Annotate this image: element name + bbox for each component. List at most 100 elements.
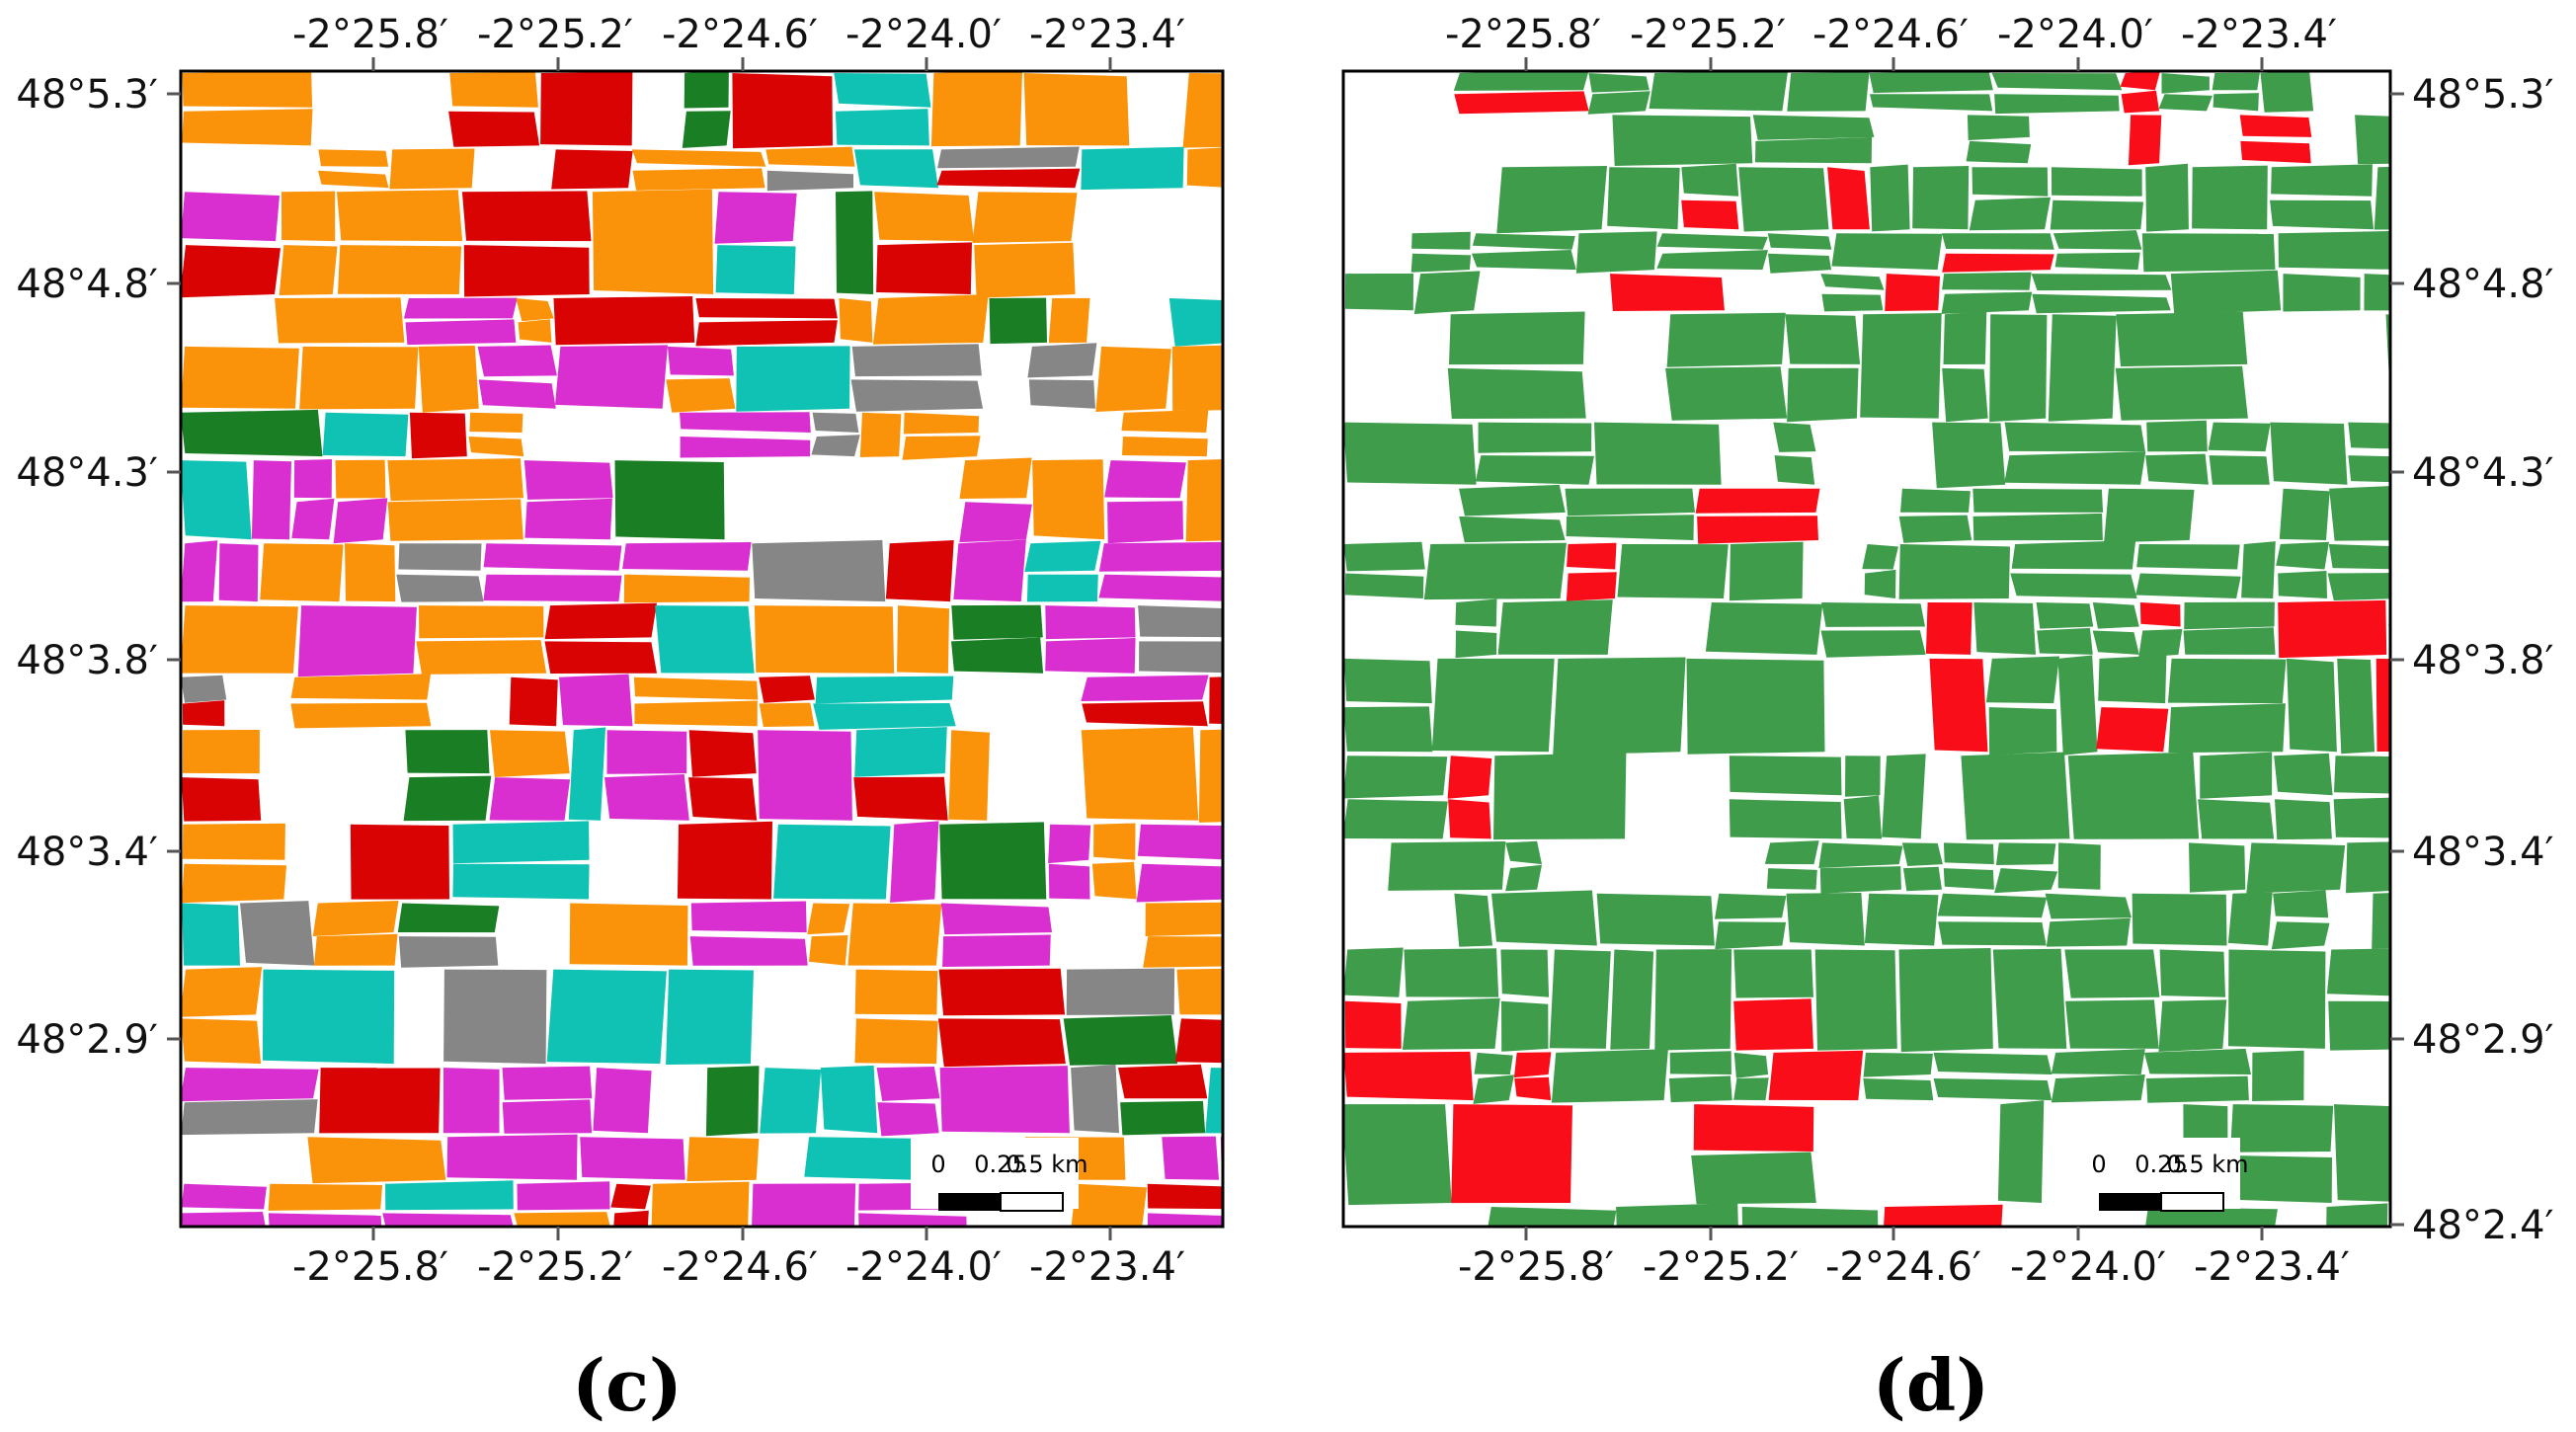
field-parcel — [2329, 486, 2390, 541]
field-parcel — [705, 1066, 760, 1137]
field-parcel — [1107, 501, 1183, 544]
field-parcel — [443, 969, 547, 1065]
field-parcel — [2146, 1075, 2249, 1103]
field-parcel — [631, 149, 766, 167]
field-parcel — [1669, 1051, 1731, 1074]
field-parcel — [1863, 1078, 1934, 1101]
left-tick-label: 48°4.8′ — [16, 262, 158, 307]
field-parcel — [2143, 1048, 2251, 1074]
field-parcel — [614, 460, 725, 540]
field-parcel — [1514, 1076, 1552, 1101]
field-parcel — [942, 934, 1051, 967]
field-parcel — [1198, 729, 1223, 823]
field-parcel — [1205, 1068, 1223, 1134]
field-parcel — [1048, 297, 1090, 344]
field-parcel — [182, 109, 313, 146]
field-parcel — [1596, 893, 1715, 946]
field-parcel — [182, 903, 240, 966]
field-parcel — [1410, 253, 1472, 273]
right-tick-label: 48°3.4′ — [2412, 830, 2554, 875]
field-parcel — [2334, 756, 2390, 794]
field-parcel — [1143, 936, 1223, 968]
field-parcel — [2136, 544, 2240, 570]
field-parcel — [1967, 115, 2030, 140]
field-parcel — [416, 640, 547, 675]
map-d-top-axis: -2°25.8′ -2°25.2′ -2°24.6′ -2°24.0′ -2°2… — [1445, 12, 2337, 71]
field-parcel — [387, 458, 523, 502]
field-parcel — [218, 543, 259, 602]
field-parcel — [478, 379, 556, 409]
field-parcel — [338, 245, 462, 294]
field-parcel — [1343, 1051, 1474, 1101]
field-parcel — [2287, 658, 2337, 753]
field-parcel — [667, 346, 734, 376]
field-parcel — [1343, 799, 1448, 839]
field-parcel — [851, 344, 982, 377]
field-parcel — [518, 319, 552, 343]
field-parcel — [1616, 1203, 1738, 1227]
field-parcel — [403, 297, 518, 319]
field-parcel — [2138, 629, 2183, 658]
field-parcel — [651, 1181, 750, 1227]
field-parcel — [1972, 513, 2103, 541]
field-parcel — [1937, 893, 2048, 918]
field-parcel — [1773, 422, 1816, 452]
field-parcel — [1966, 140, 2032, 164]
top-tick-label: -2°24.6′ — [1812, 12, 1969, 57]
field-parcel — [405, 730, 490, 774]
field-parcel — [688, 730, 757, 777]
field-parcel — [477, 345, 557, 377]
field-parcel — [902, 436, 981, 460]
field-parcel — [1402, 997, 1500, 1050]
field-parcel — [490, 730, 570, 777]
field-parcel — [1843, 795, 1883, 839]
field-parcel — [1454, 893, 1492, 947]
field-parcel — [1768, 1050, 1864, 1101]
field-parcel — [1733, 998, 1813, 1051]
field-parcel — [2348, 455, 2390, 483]
field-parcel — [1344, 573, 1424, 598]
field-parcel — [1171, 345, 1223, 411]
field-parcel — [580, 1137, 685, 1180]
field-parcel — [181, 675, 227, 703]
top-tick-label: -2°24.0′ — [1997, 12, 2153, 57]
field-parcel — [1026, 574, 1098, 602]
field-parcel — [1575, 231, 1657, 274]
field-parcel — [2270, 199, 2375, 230]
field-parcel — [489, 777, 571, 821]
field-parcel — [1766, 868, 1817, 890]
field-parcel — [419, 605, 544, 639]
field-parcel — [514, 1212, 610, 1227]
field-parcel — [1565, 488, 1695, 517]
scale-bar-label: 0.5 km — [2166, 1151, 2248, 1178]
field-parcel — [2167, 658, 2287, 704]
field-parcel — [1864, 569, 1896, 598]
field-parcel — [350, 824, 449, 900]
field-parcel — [181, 245, 281, 298]
right-tick-label: 48°2.4′ — [2412, 1203, 2554, 1248]
field-parcel — [1493, 753, 1627, 840]
field-parcel — [876, 1067, 940, 1101]
field-parcel — [282, 191, 336, 242]
field-parcel — [1870, 94, 1993, 112]
field-parcel — [2198, 799, 2275, 839]
field-parcel — [181, 346, 299, 409]
field-parcel — [1864, 893, 1939, 946]
field-parcel — [1610, 274, 1725, 311]
field-parcel — [633, 676, 759, 700]
field-parcel — [677, 821, 772, 900]
field-parcel — [2228, 949, 2326, 1049]
field-parcel — [1032, 459, 1105, 540]
top-tick-label: -2°24.0′ — [845, 12, 1002, 57]
field-parcel — [1447, 367, 1586, 419]
field-parcel — [335, 459, 386, 499]
field-parcel — [839, 298, 873, 343]
field-parcel — [897, 605, 949, 674]
field-parcel — [972, 192, 1078, 243]
field-parcel — [182, 730, 260, 774]
right-tick-label: 48°5.3′ — [2412, 72, 2554, 118]
field-parcel — [268, 1213, 382, 1227]
field-parcel — [1729, 541, 1804, 601]
field-parcel — [2278, 231, 2390, 270]
